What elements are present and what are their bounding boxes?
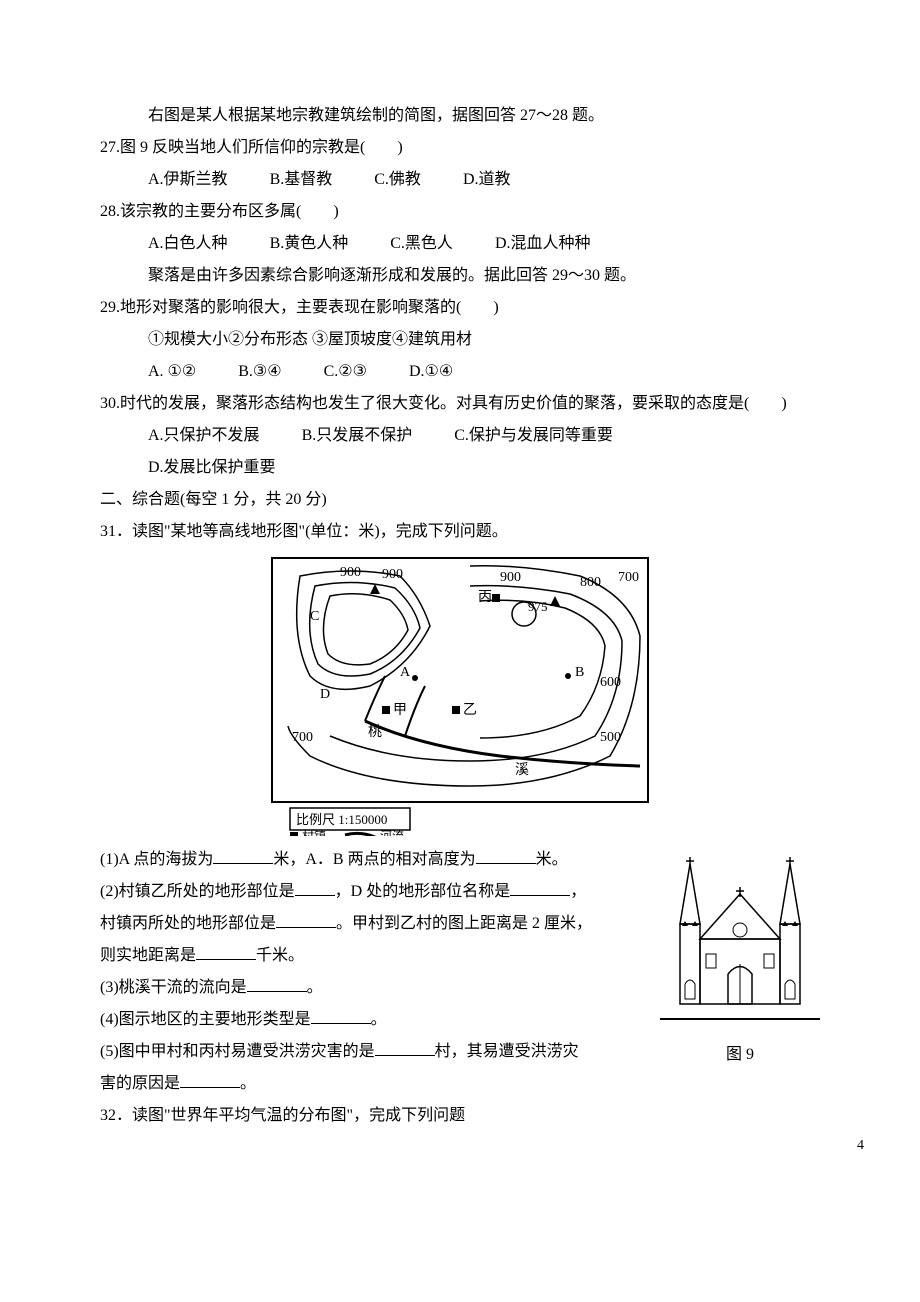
q29-sub: ①规模大小②分布形态 ③屋顶坡度④建筑用材 xyxy=(100,324,820,356)
svg-text:乙: 乙 xyxy=(463,702,477,718)
q27-opt-b: B.基督教 xyxy=(270,164,333,196)
svg-text:村镇: 村镇 xyxy=(302,829,326,836)
q31-5b: 害的原因是。 xyxy=(100,1068,820,1100)
q30-stem: 30.时代的发展，聚落形态结构也发生了很大变化。对具有历史价值的聚落，要采取的态… xyxy=(100,388,820,420)
svg-text:丙: 丙 xyxy=(478,590,492,605)
q27-opt-d: D.道教 xyxy=(463,164,511,196)
q28-opt-d: D.混血人种种 xyxy=(495,228,591,260)
svg-text:桃: 桃 xyxy=(368,724,382,740)
q30-opt-a: A.只保护不发展 xyxy=(148,420,260,452)
q29-opt-b: B.③④ xyxy=(238,356,281,388)
svg-text:700: 700 xyxy=(618,570,639,585)
svg-text:溪: 溪 xyxy=(515,762,529,778)
q30-opt-d: D.发展比保护重要 xyxy=(148,452,276,484)
svg-text:500: 500 xyxy=(600,730,621,745)
page-number: 4 xyxy=(857,1138,864,1154)
q30-opt-b: B.只发展不保护 xyxy=(302,420,413,452)
q28-options: A.白色人种 B.黄色人种 C.黑色人 D.混血人种种 xyxy=(100,228,820,260)
fig9-church-image: 图 9 xyxy=(660,854,820,1071)
q29-opt-c: C.②③ xyxy=(324,356,367,388)
q29-opt-a: A. ①② xyxy=(148,356,196,388)
q28-stem: 28.该宗教的主要分布区多属( ) xyxy=(100,196,820,228)
svg-text:975: 975 xyxy=(528,599,548,614)
q28-opt-a: A.白色人种 xyxy=(148,228,228,260)
svg-text:A: A xyxy=(400,665,411,680)
fig9-caption: 图 9 xyxy=(660,1039,820,1071)
q30-opt-c: C.保护与发展同等重要 xyxy=(454,420,613,452)
svg-text:甲: 甲 xyxy=(393,703,407,718)
svg-text:800: 800 xyxy=(580,575,601,590)
svg-text:900: 900 xyxy=(340,565,361,580)
q29-opt-d: D.①④ xyxy=(409,356,453,388)
q27-opt-a: A.伊斯兰教 xyxy=(148,164,228,196)
q28-opt-b: B.黄色人种 xyxy=(270,228,349,260)
svg-text:700: 700 xyxy=(292,730,313,745)
section-2-heading: 二、综合题(每空 1 分，共 20 分) xyxy=(100,484,820,516)
q27-stem: 27.图 9 反映当地人们所信仰的宗教是( ) xyxy=(100,132,820,164)
svg-text:河流: 河流 xyxy=(380,829,404,836)
contour-map-svg: 900 900 900 800 700 975 600 700 500 C D … xyxy=(270,556,650,836)
church-svg xyxy=(660,854,820,1034)
q27-options: A.伊斯兰教 B.基督教 C.佛教 D.道教 xyxy=(100,164,820,196)
svg-text:600: 600 xyxy=(600,675,621,690)
q29-options: A. ①② B.③④ C.②③ D.①④ xyxy=(100,356,820,388)
q28-opt-c: C.黑色人 xyxy=(390,228,453,260)
svg-text:900: 900 xyxy=(382,567,403,582)
q30-options: A.只保护不发展 B.只发展不保护 C.保护与发展同等重要 D.发展比保护重要 xyxy=(100,420,820,484)
contour-map-figure: 900 900 900 800 700 975 600 700 500 C D … xyxy=(100,556,820,836)
q32-stem: 32．读图"世界年平均气温的分布图"，完成下列问题 xyxy=(100,1100,820,1132)
q27-opt-c: C.佛教 xyxy=(374,164,421,196)
svg-text:900: 900 xyxy=(500,570,521,585)
intro-29-30: 聚落是由许多因素综合影响逐渐形成和发展的。据此回答 29～30 题。 xyxy=(100,260,820,292)
intro-27-28: 右图是某人根据某地宗教建筑绘制的简图，据图回答 27～28 题。 xyxy=(100,100,820,132)
svg-text:比例尺 1:150000: 比例尺 1:150000 xyxy=(296,812,387,827)
svg-text:D: D xyxy=(320,687,330,702)
svg-text:C: C xyxy=(310,609,319,624)
q29-stem: 29.地形对聚落的影响很大，主要表现在影响聚落的( ) xyxy=(100,292,820,324)
svg-text:B: B xyxy=(575,665,584,680)
q31-stem: 31．读图"某地等高线地形图"(单位：米)，完成下列问题。 xyxy=(100,516,820,548)
